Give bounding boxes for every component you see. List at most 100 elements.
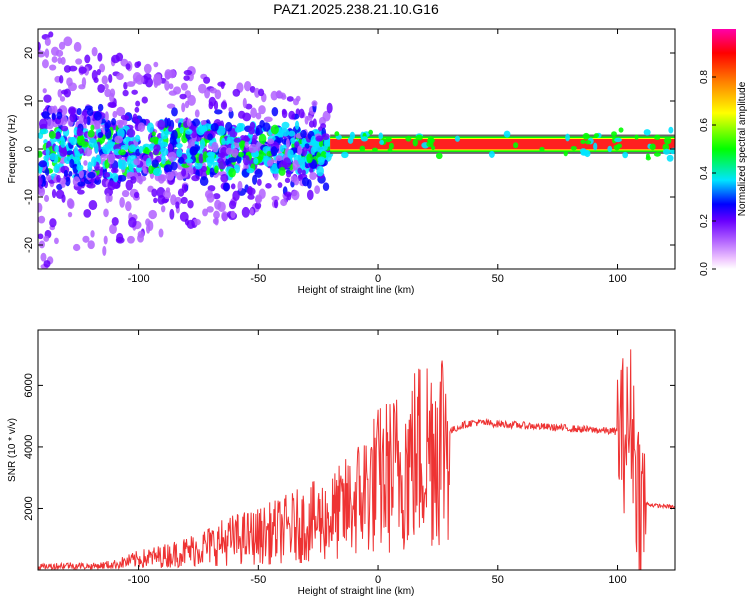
spectrogram-cell xyxy=(61,89,69,95)
spectrogram-cell xyxy=(321,133,330,141)
spectrogram-cell xyxy=(220,101,228,110)
spectrogram-cell xyxy=(244,141,250,148)
spectrogram-cell xyxy=(666,154,674,162)
spectrogram-cell xyxy=(204,123,211,130)
spectrogram-cell xyxy=(158,228,164,238)
spectrogram-cell xyxy=(167,143,173,153)
spectrogram-cell xyxy=(384,137,393,143)
spectrogram-cell xyxy=(228,109,234,119)
spectrogram-cell xyxy=(334,131,340,137)
spectrogram-cell xyxy=(247,194,255,200)
spectrogram-cell xyxy=(126,171,135,177)
spectrogram-cell xyxy=(412,138,418,147)
spectrogram-cell xyxy=(207,185,216,192)
spectrogram-cell xyxy=(68,170,73,177)
spectrogram-cell xyxy=(221,137,226,145)
spectrogram-cell xyxy=(70,136,78,146)
spectrogram-cell xyxy=(170,161,178,171)
spectrogram-cell xyxy=(290,137,296,145)
spectrogram-cell xyxy=(326,102,333,114)
spectrogram-cell xyxy=(160,147,169,156)
spectrogram-cell xyxy=(111,54,120,64)
spectrogram-cell xyxy=(435,152,443,160)
spectrogram-cell xyxy=(211,141,219,153)
spectrogram-cell xyxy=(164,80,170,91)
spectrogram-cell xyxy=(230,210,236,219)
colorbar-tick-label: 0.2 xyxy=(699,214,710,228)
spectrogram-cell xyxy=(262,122,271,132)
spectrogram-cell xyxy=(44,48,50,58)
y-tick-label: 6000 xyxy=(23,373,35,397)
spectrogram-cell xyxy=(206,206,214,213)
x-tick-label: 100 xyxy=(608,273,626,285)
y-tick-label: 20 xyxy=(23,47,35,59)
spectrogram-cell xyxy=(284,177,291,184)
spectrogram-ylabel: Frequency (Hz) xyxy=(7,115,18,184)
snr-panel: -100 -50 0 50 100 2000 4000 6000 Height of stra… xyxy=(7,329,676,597)
spectrogram-cell xyxy=(138,177,143,185)
spectrogram-cell xyxy=(539,146,545,152)
spectrogram-cell xyxy=(593,133,600,138)
spectrogram-cell xyxy=(84,147,93,157)
spectrogram-cell xyxy=(253,157,259,165)
spectrogram-cell xyxy=(199,176,209,187)
spectrogram-cell xyxy=(41,59,49,69)
spectrogram-cell xyxy=(582,132,590,140)
spectrogram-cell xyxy=(63,36,73,47)
spectrogram-cell xyxy=(360,136,369,142)
snr-ylabel: SNR (10 * v/v) xyxy=(7,418,18,482)
x-tick-label: 50 xyxy=(492,574,504,586)
spectrogram-cell xyxy=(38,118,48,130)
spectrogram-cell xyxy=(91,46,98,57)
spectrogram-cell xyxy=(306,153,313,164)
spectrogram-cell xyxy=(126,128,136,138)
spectrogram-cell xyxy=(278,166,286,176)
spectrogram-cell xyxy=(153,144,161,152)
spectrogram-cell xyxy=(153,61,159,68)
spectrogram-cell xyxy=(379,139,384,145)
spectrogram-cell xyxy=(221,211,229,221)
spectrogram-cell xyxy=(68,106,76,116)
spectrogram-cell xyxy=(103,235,108,245)
spectrogram-cell xyxy=(44,168,50,176)
spectrogram-cell xyxy=(179,126,184,134)
spectrogram-cell xyxy=(232,88,241,97)
spectrogram-cell xyxy=(513,142,519,149)
spectrogram-cell xyxy=(214,165,219,174)
spectrogram-cell xyxy=(359,145,366,152)
spectrogram-cell xyxy=(347,137,354,144)
spectrogram-cell xyxy=(245,103,253,110)
spectrogram-cell xyxy=(87,171,96,179)
spectrogram-cell xyxy=(52,105,58,114)
spectrogram-cell xyxy=(38,175,43,187)
spectrogram-cell xyxy=(368,129,373,135)
spectrogram-cell xyxy=(64,176,71,187)
spectrogram-cell xyxy=(232,190,240,202)
spectrogram-cell xyxy=(662,143,670,151)
spectrogram-cell xyxy=(290,175,298,183)
spectrogram-cell xyxy=(38,215,46,224)
spectrogram-cell xyxy=(169,135,177,146)
spectrogram-cell xyxy=(194,109,200,118)
spectrogram-cell xyxy=(84,54,91,64)
x-tick-label: -100 xyxy=(128,273,150,285)
spectrogram-cell xyxy=(298,108,305,119)
spectrogram-cell xyxy=(138,145,144,154)
spectrogram-cell xyxy=(309,167,314,174)
spectrogram-cell xyxy=(81,141,90,148)
spectrogram-cell xyxy=(126,81,136,87)
spectrogram-cell xyxy=(121,189,130,198)
spectrogram-cell xyxy=(281,108,287,115)
spectrogram-cell xyxy=(56,111,63,120)
spectrogram-cell xyxy=(66,150,74,156)
spectrogram-cell xyxy=(312,118,317,128)
spectrogram-cell xyxy=(62,148,68,156)
spectrogram-cell xyxy=(56,174,61,183)
spectrogram-cell xyxy=(157,194,166,205)
spectrogram-cell xyxy=(271,195,280,202)
spectrogram-cell xyxy=(86,183,96,189)
spectrogram-cell xyxy=(40,252,47,262)
spectrogram-cell xyxy=(45,147,50,157)
spectrogram-cell xyxy=(649,143,656,151)
spectrogram-cell xyxy=(231,148,239,158)
